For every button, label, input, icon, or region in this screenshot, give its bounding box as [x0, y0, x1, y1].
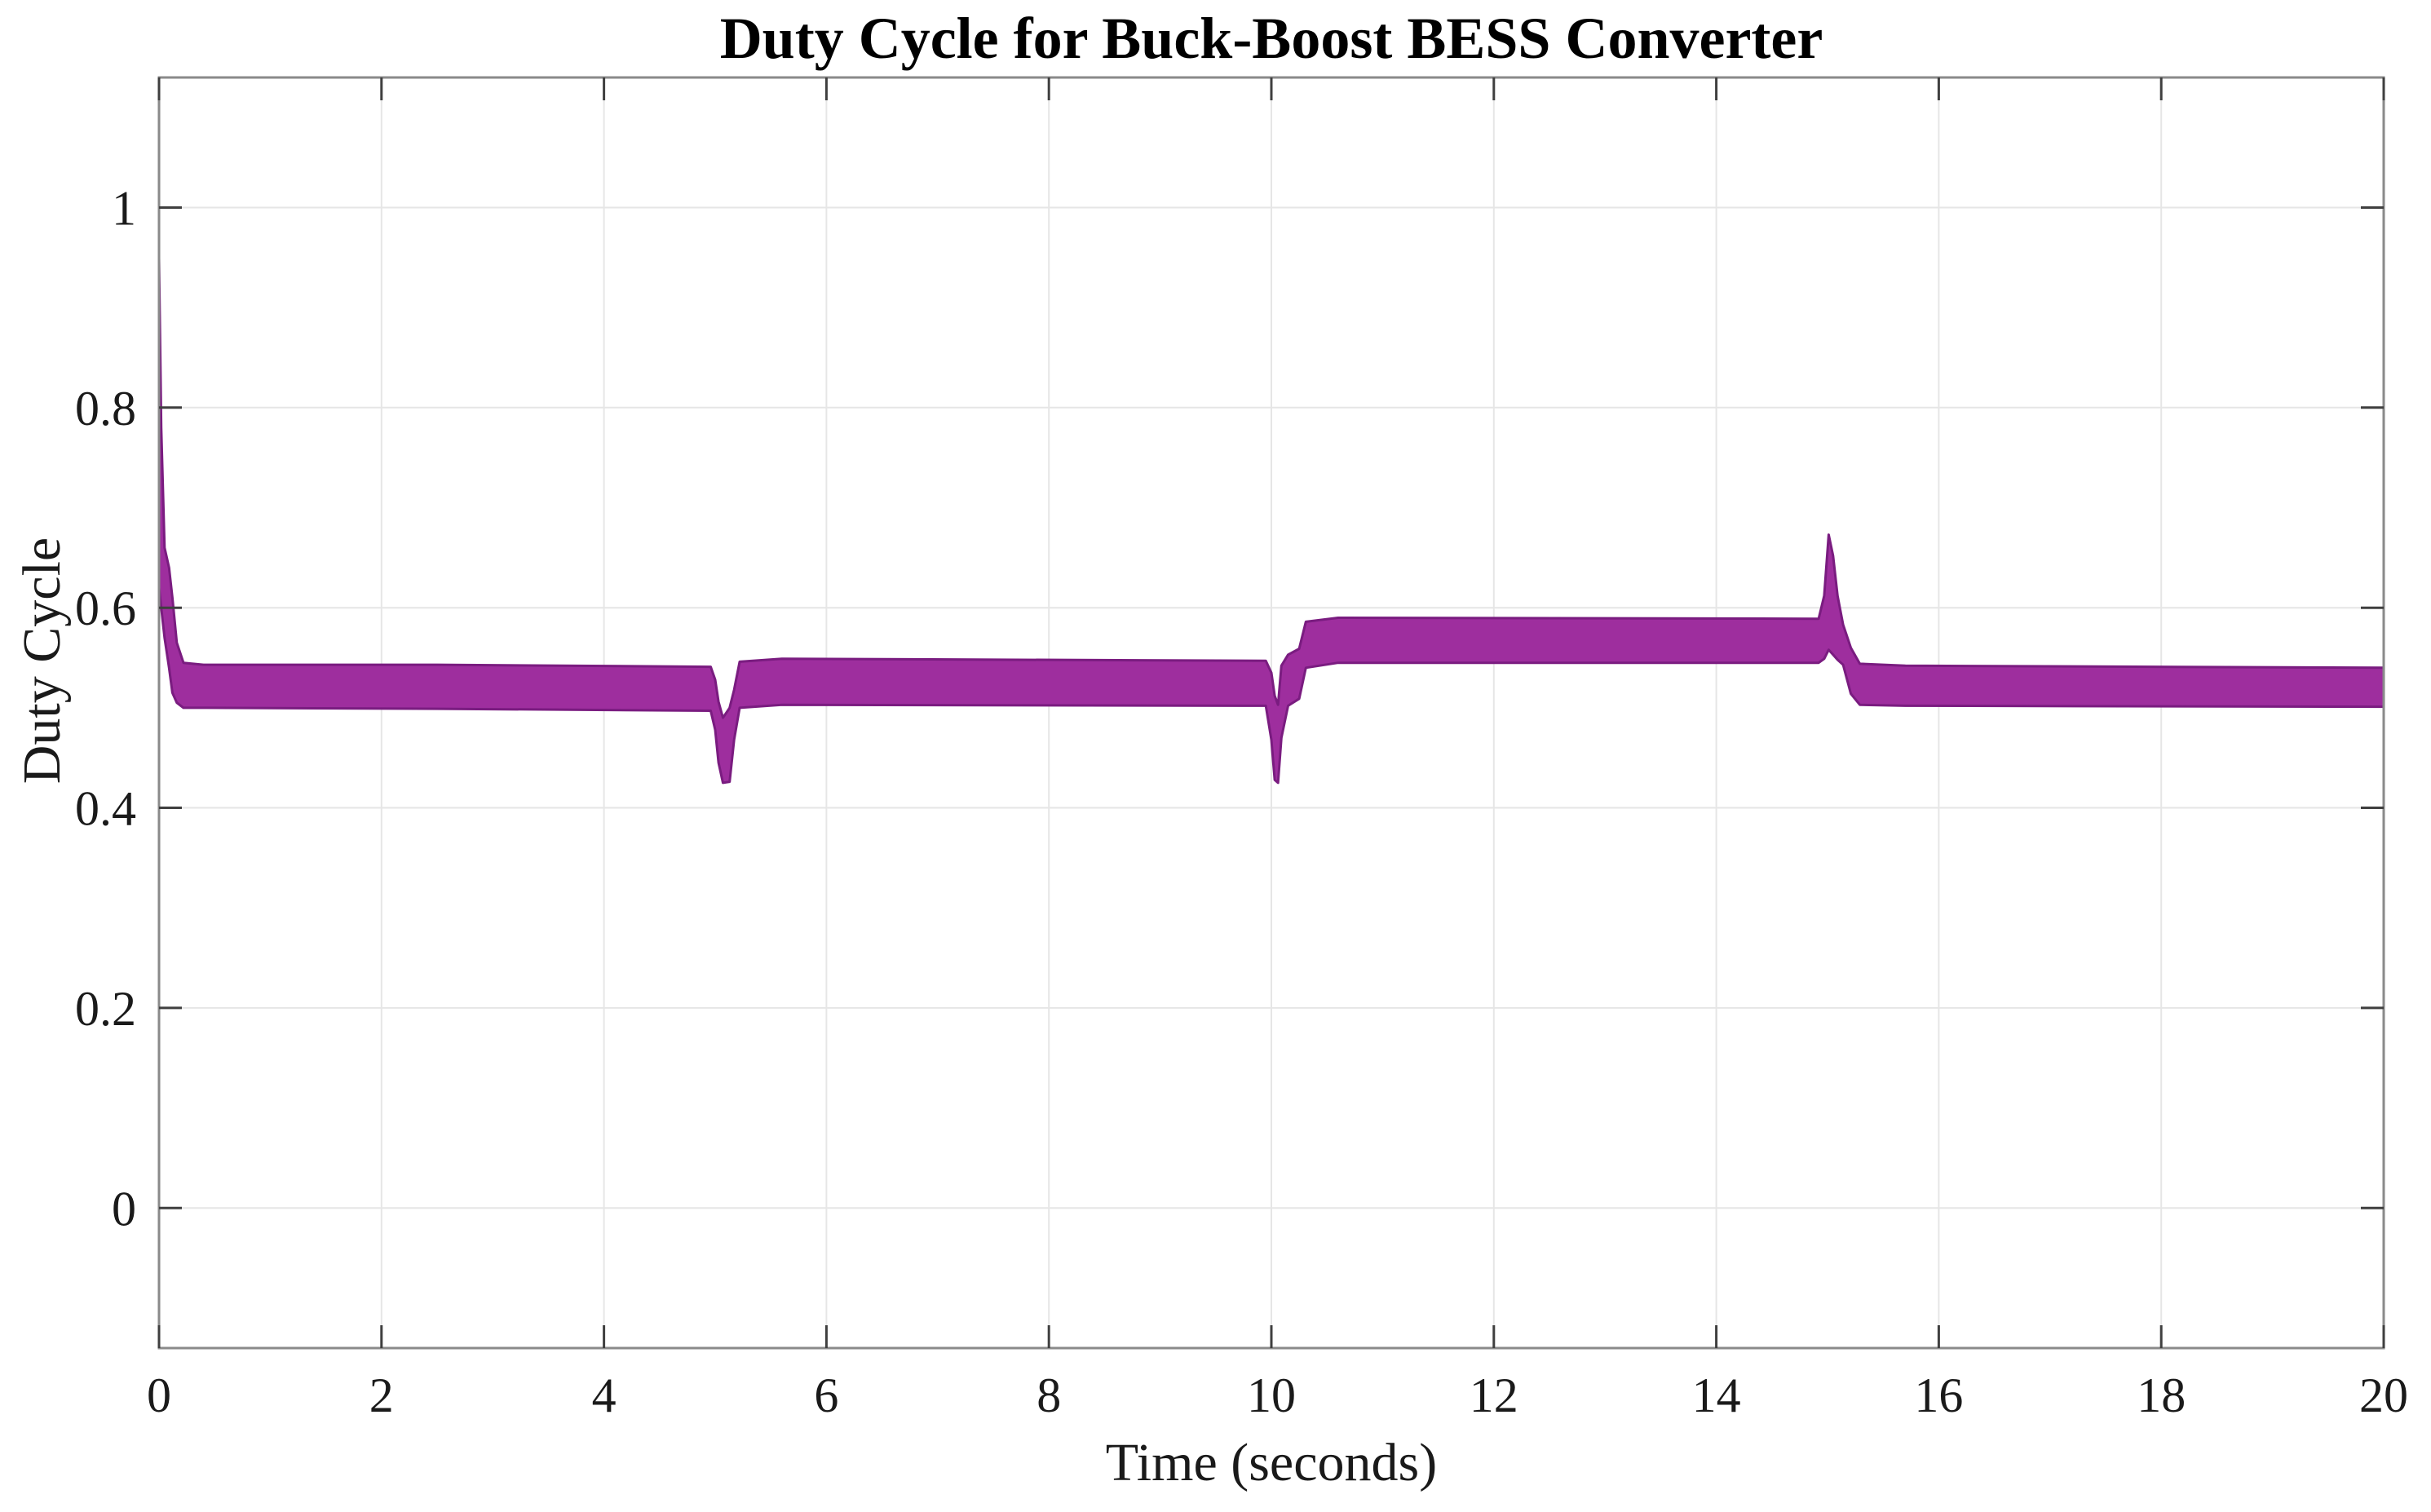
y-tick-label: 0.2: [75, 982, 136, 1036]
y-tick-label: 0.4: [75, 782, 136, 836]
y-tick-label: 0.6: [75, 581, 136, 635]
x-tick-label: 4: [592, 1368, 617, 1422]
y-axis-label: Duty Cycle: [12, 537, 72, 785]
x-tick-label: 20: [2359, 1368, 2408, 1422]
x-tick-label: 16: [1914, 1368, 1963, 1422]
y-tick-label: 0.8: [75, 382, 136, 435]
x-tick-label: 2: [369, 1368, 394, 1422]
chart-title: Duty Cycle for Buck-Boost BESS Converter: [719, 6, 1823, 71]
x-tick-label: 10: [1247, 1368, 1296, 1422]
x-tick-label: 6: [814, 1368, 838, 1422]
y-tick-label: 1: [112, 182, 136, 236]
y-tick-label: 0: [112, 1182, 136, 1236]
x-tick-label: 0: [147, 1368, 171, 1422]
x-tick-label: 14: [1692, 1368, 1741, 1422]
x-tick-label: 18: [2137, 1368, 2186, 1422]
x-axis-label: Time (seconds): [1105, 1433, 1438, 1492]
x-tick-label: 12: [1470, 1368, 1518, 1422]
x-tick-label: 8: [1036, 1368, 1061, 1422]
